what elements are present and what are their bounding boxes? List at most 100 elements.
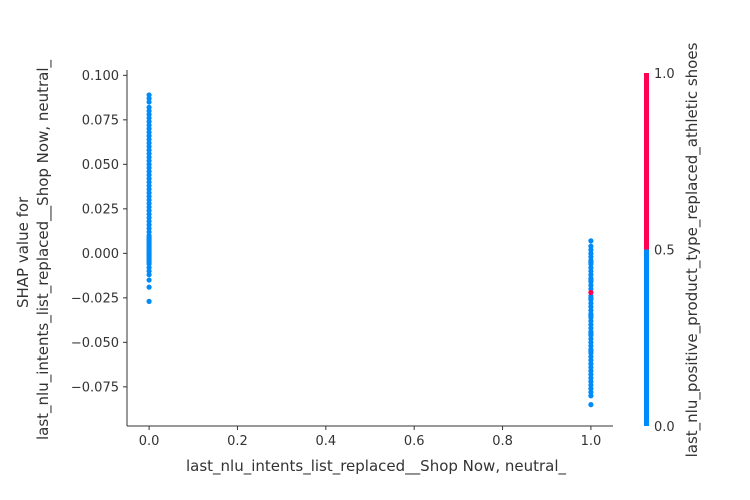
data-point <box>146 225 152 232</box>
data-point <box>146 175 152 182</box>
x-axis-label: last_nlu_intents_list_replaced__Shop Now… <box>186 457 567 476</box>
data-point <box>588 389 594 395</box>
data-point <box>588 321 594 328</box>
data-point <box>588 247 594 253</box>
data-point <box>146 143 152 150</box>
data-point <box>146 133 152 139</box>
x-tick-label: 0.4 <box>315 434 336 449</box>
data-point <box>146 193 152 199</box>
data-point <box>588 368 594 374</box>
data-point <box>588 286 594 292</box>
data-point <box>146 190 152 196</box>
data-point <box>146 197 152 203</box>
data-point <box>146 161 152 167</box>
y-axis: 0.100 0.075 0.050 0.025 0.000 −0.025 −0.050 −0.… <box>71 69 128 426</box>
data-point <box>146 154 152 160</box>
data-point <box>146 165 152 171</box>
data-point <box>146 140 152 146</box>
data-point <box>588 243 594 249</box>
data-point <box>588 259 594 265</box>
data-point <box>146 147 152 153</box>
data-point <box>146 151 152 157</box>
colorbar-tick-label: 0.0 <box>654 420 675 435</box>
data-point <box>146 111 152 118</box>
data-point <box>146 92 152 98</box>
y-axis-label-line-2: last_nlu_intents_list_replaced__Shop Now… <box>34 59 53 440</box>
data-point <box>588 254 594 260</box>
data-point <box>588 336 594 342</box>
y-tick-label: 0.075 <box>82 113 119 128</box>
data-point <box>588 304 594 310</box>
data-point <box>588 264 594 271</box>
data-point <box>146 222 152 228</box>
data-points <box>146 92 594 408</box>
data-point <box>146 284 152 290</box>
data-point <box>146 172 152 178</box>
data-point <box>146 104 152 110</box>
data-point <box>146 122 152 128</box>
data-point <box>146 126 152 132</box>
data-point <box>146 158 152 164</box>
x-tick-label: 0.8 <box>492 434 513 449</box>
data-point <box>588 371 594 377</box>
data-point <box>146 115 152 121</box>
data-point <box>588 339 594 345</box>
data-point <box>588 343 594 349</box>
colorbar-tick-label: 0.5 <box>654 244 675 259</box>
data-point <box>146 211 152 217</box>
data-point <box>146 264 152 271</box>
data-point <box>588 378 594 385</box>
data-point <box>588 361 594 367</box>
data-point <box>146 261 152 267</box>
data-point <box>588 402 594 408</box>
data-point <box>146 272 152 278</box>
x-tick-label: 0.6 <box>404 434 425 449</box>
x-tick-label: 0.0 <box>139 434 160 449</box>
x-tick-label: 0.2 <box>227 434 248 449</box>
data-point <box>146 215 152 221</box>
data-point <box>588 375 594 381</box>
data-point <box>146 129 152 135</box>
y-tick-label: 0.050 <box>82 158 119 173</box>
data-point <box>146 200 152 207</box>
colorbar-label: last_nlu_positive_product_type_replaced_… <box>683 42 702 457</box>
data-point <box>588 295 594 301</box>
data-point <box>588 330 594 337</box>
data-point <box>588 393 594 399</box>
data-point <box>146 95 152 102</box>
data-point <box>588 289 594 296</box>
data-point <box>588 238 594 244</box>
y-tick-label: 0.100 <box>82 69 119 84</box>
data-point <box>146 108 152 114</box>
y-tick-label: 0.000 <box>82 247 119 262</box>
data-point <box>588 307 594 313</box>
x-axis: 0.0 0.2 0.4 0.6 0.8 1.0 <box>127 425 613 449</box>
data-point <box>588 318 594 324</box>
data-point <box>146 204 152 210</box>
y-tick-label: 0.025 <box>82 202 119 217</box>
y-tick-label: −0.025 <box>71 291 119 306</box>
data-point <box>588 272 594 278</box>
data-point <box>588 277 594 283</box>
y-axis-label-line-1: SHAP value for <box>14 196 32 308</box>
x-tick-label: 1.0 <box>581 434 602 449</box>
colorbar-high-segment <box>644 73 649 250</box>
data-point <box>146 298 152 304</box>
colorbar: 1.0 0.5 0.0 <box>644 67 675 435</box>
colorbar-low-segment <box>644 249 649 426</box>
data-point <box>146 179 152 185</box>
data-point <box>146 168 152 175</box>
data-point <box>588 357 594 363</box>
data-point <box>588 353 594 360</box>
data-point <box>588 268 594 274</box>
colorbar-tick-label: 1.0 <box>654 67 675 82</box>
y-axis-label: SHAP value for last_nlu_intents_list_rep… <box>14 59 53 440</box>
data-point <box>588 348 594 354</box>
data-point <box>146 136 152 143</box>
data-point <box>588 300 594 306</box>
data-point <box>588 325 594 331</box>
data-point <box>588 386 594 392</box>
data-point <box>146 99 152 105</box>
data-point <box>146 186 152 192</box>
